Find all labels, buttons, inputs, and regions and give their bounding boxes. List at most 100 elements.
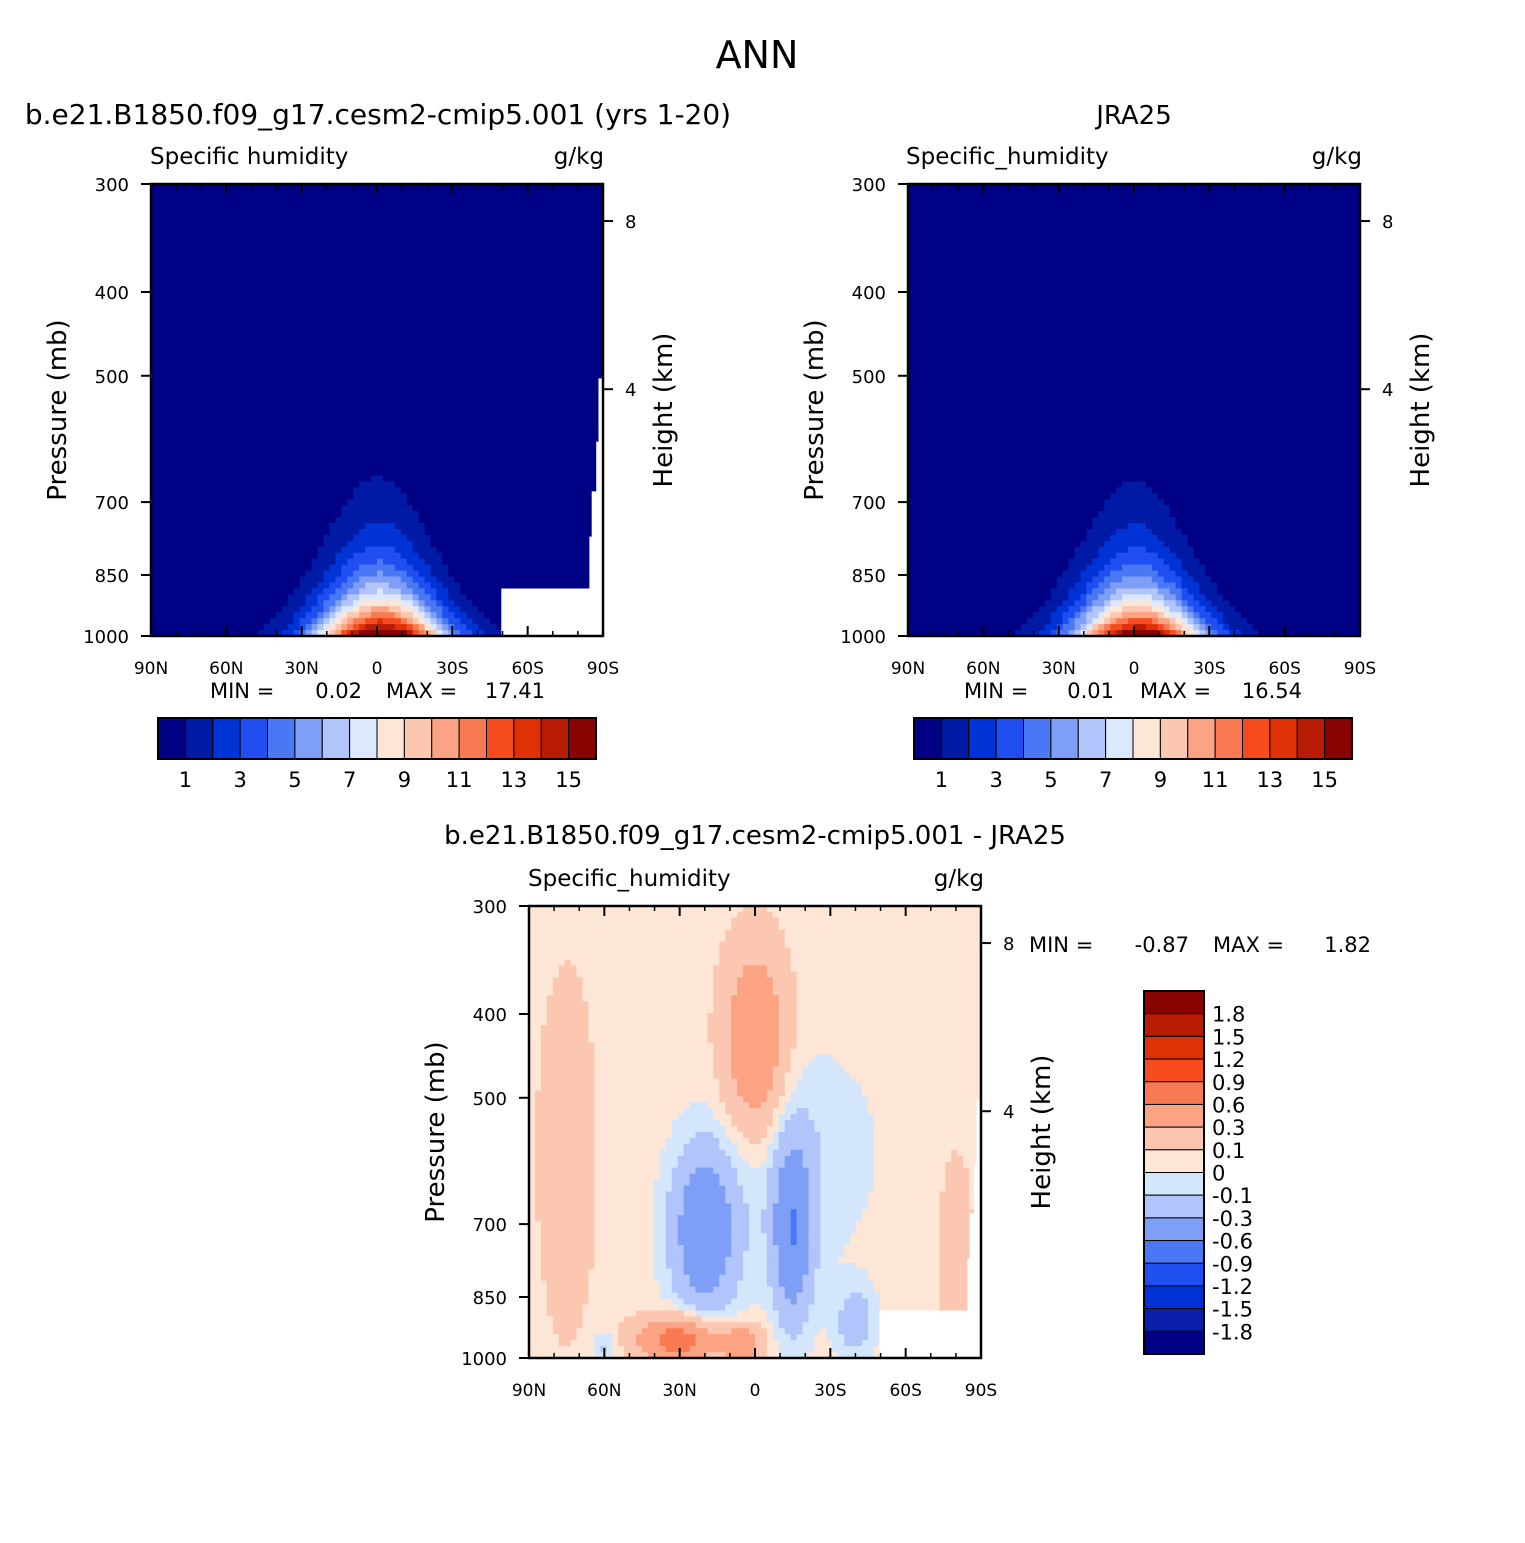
contour-cell [347, 314, 354, 322]
contour-cell [430, 427, 438, 435]
contour-cell [531, 517, 539, 524]
contour-cell [192, 445, 200, 453]
contour-cell [293, 558, 301, 566]
contour-cell [377, 356, 384, 364]
contour-cell [168, 344, 176, 352]
contour-cell [365, 356, 372, 364]
contour-cell [216, 487, 223, 494]
contour-cell [501, 511, 509, 518]
contour-cell [436, 398, 444, 405]
contour-cell [436, 499, 444, 506]
contour-cell [466, 267, 473, 274]
contour-cell [186, 184, 194, 191]
contour-cell [299, 362, 307, 369]
contour-cell [269, 368, 277, 375]
contour-cell [442, 421, 449, 429]
contour-cell [418, 600, 426, 607]
contour-cell [281, 249, 289, 256]
contour-cell [252, 261, 259, 268]
contour-cell [168, 582, 176, 590]
contour-cell [513, 291, 521, 298]
contour-cell [341, 338, 348, 346]
contour-cell [460, 588, 467, 595]
contour-cell [478, 404, 485, 411]
contour-cell [287, 618, 295, 625]
contour-cell [329, 630, 336, 636]
contour-cell [234, 297, 241, 304]
contour-cell [353, 618, 360, 625]
contour-cell [466, 433, 473, 441]
contour-cell [400, 219, 408, 227]
contour-cell [382, 237, 390, 245]
contour-cell [311, 350, 319, 358]
contour-cell [174, 213, 182, 221]
contour-cell [281, 570, 289, 578]
contour-cell [353, 207, 360, 215]
contour-cell [156, 302, 164, 310]
contour-cell [430, 350, 438, 358]
contour-cell [365, 273, 372, 280]
contour-cell [460, 457, 467, 465]
contour-cell [525, 314, 533, 322]
contour-cell [430, 249, 438, 256]
contour-cell [513, 308, 521, 316]
contour-cell [424, 261, 432, 268]
contour-cell [264, 606, 271, 613]
contour-cell [478, 189, 485, 197]
contour-cell [234, 237, 241, 245]
contour-cell [287, 398, 295, 405]
contour-cell [519, 320, 527, 328]
contour-cell [287, 570, 295, 578]
contour-cell [353, 451, 360, 459]
contour-cell [210, 302, 218, 310]
contour-cell [484, 350, 491, 358]
contour-cell [394, 356, 402, 364]
contour-cell [436, 606, 444, 613]
contour-cell [430, 225, 438, 233]
contour-cell [204, 463, 212, 471]
contour-cell [412, 243, 420, 251]
contour-cell [525, 528, 533, 536]
contour-cell [400, 285, 408, 292]
contour-cell [495, 273, 503, 280]
contour-cell [264, 213, 271, 221]
contour-cell [317, 469, 325, 477]
contour-cell [186, 612, 194, 619]
contour-cell [418, 540, 426, 548]
contour-cell [507, 219, 515, 227]
contour-cell [460, 517, 467, 524]
contour-cell [240, 439, 247, 447]
contour-cell [406, 427, 414, 435]
contour-cell [412, 564, 420, 572]
contour-cell [234, 576, 241, 584]
contour-cell [442, 261, 449, 268]
contour-cell [472, 493, 479, 500]
contour-cell [406, 332, 414, 340]
contour-cell [466, 505, 473, 512]
contour-cell [204, 184, 212, 191]
contour-cell [287, 368, 295, 375]
contour-cell [192, 594, 200, 601]
contour-cell [359, 326, 366, 334]
contour-cell [198, 326, 206, 334]
contour-cell [228, 189, 235, 197]
contour-cell [400, 528, 408, 536]
contour-cell [484, 285, 491, 292]
contour-cell [335, 213, 342, 221]
contour-cell [501, 350, 509, 358]
contour-cell [293, 499, 301, 506]
contour-cell [168, 302, 176, 310]
contour-cell [430, 451, 438, 459]
contour-cell [484, 326, 491, 334]
contour-cell [377, 517, 384, 524]
contour-cell [228, 392, 235, 399]
contour-cell [365, 195, 372, 203]
contour-cell [311, 302, 319, 310]
contour-cell [365, 630, 372, 636]
contour-cell [442, 588, 449, 595]
contour-cell [162, 207, 170, 215]
contour-cell [275, 374, 283, 381]
contour-cell [472, 439, 479, 447]
contour-cell [186, 195, 194, 203]
contour-cell [264, 386, 271, 393]
